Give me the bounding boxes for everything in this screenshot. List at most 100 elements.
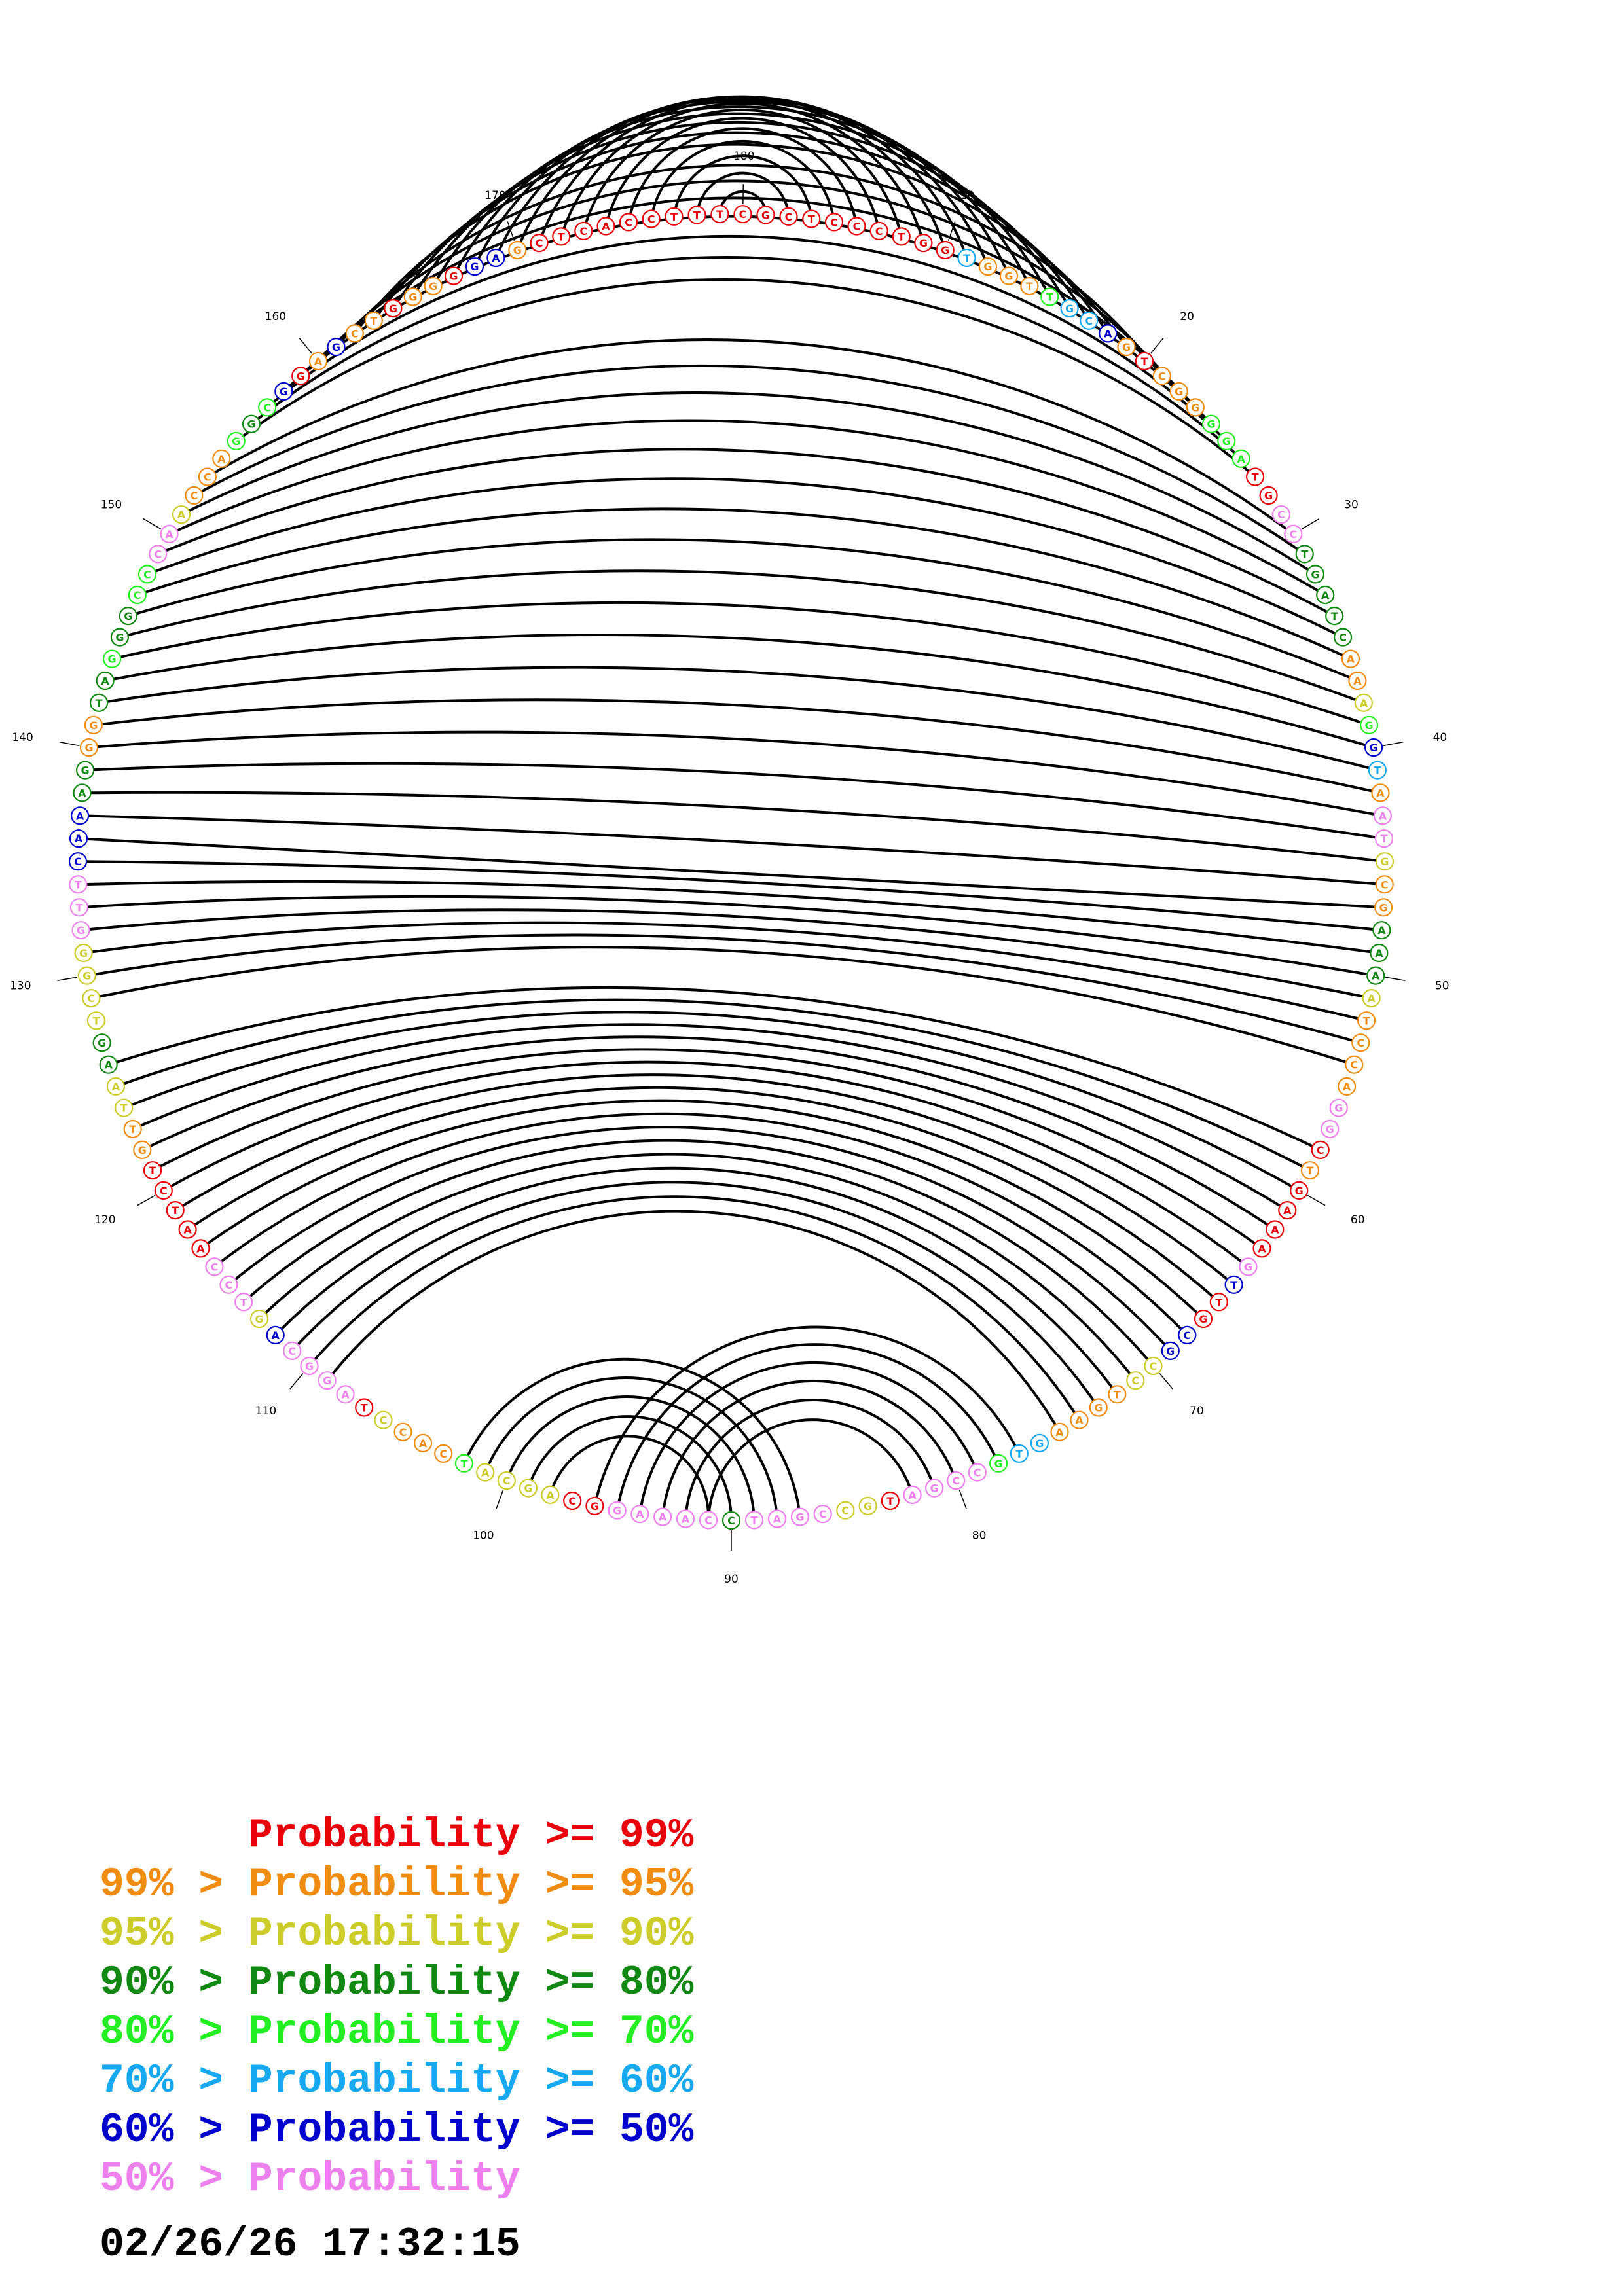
nucleotide-88: A [767, 1509, 787, 1528]
nucleotide-59: T [1300, 1161, 1320, 1180]
svg-text:T: T [1301, 548, 1308, 560]
position-label-160: 160 [265, 310, 286, 323]
nucleotide-117: A [191, 1239, 210, 1258]
svg-text:G: G [1122, 341, 1131, 353]
svg-text:C: C [841, 1505, 849, 1517]
base-pair-arc-8-173 [582, 108, 903, 237]
base-pair-arc-61-123 [132, 1023, 1288, 1211]
svg-text:C: C [785, 211, 793, 223]
nucleotide-119: T [166, 1200, 185, 1220]
svg-text:G: G [332, 341, 340, 353]
base-pair-arc-9-172 [560, 102, 925, 243]
nucleotide-64: G [1239, 1257, 1258, 1276]
svg-text:A: A [341, 1388, 350, 1401]
nucleotide-48: A [1372, 921, 1391, 940]
nucleotide-109: G [318, 1371, 337, 1390]
nucleotide-15: T [1040, 287, 1059, 306]
nucleotide-149: C [149, 545, 168, 564]
svg-text:C: C [225, 1279, 233, 1291]
base-pair-arc-4-177 [672, 154, 813, 219]
base-pair-arc-59-125 [115, 998, 1311, 1172]
nucleotide-148: C [137, 565, 157, 584]
nucleotide-80: C [947, 1471, 966, 1490]
nucleotide-105: C [393, 1422, 412, 1441]
base-pair-arc-30-153 [206, 338, 1294, 535]
svg-text:G: G [994, 1458, 1003, 1470]
position-label-80: 80 [972, 1530, 987, 1543]
svg-text:T: T [1046, 291, 1053, 304]
nucleotide-141: G [84, 715, 103, 734]
nucleotide-132: G [71, 921, 90, 940]
base-pair-arc-73-111 [291, 1181, 1100, 1408]
svg-text:G: G [1207, 418, 1215, 431]
nucleotide-31: T [1295, 545, 1314, 564]
nucleotide-151: A [172, 505, 191, 524]
nucleotide-62: A [1266, 1220, 1285, 1239]
nucleotide-18: A [1099, 324, 1118, 343]
nucleotide-86: C [813, 1505, 832, 1524]
nucleotide-157: C [258, 398, 277, 417]
nucleotide-126: A [99, 1055, 118, 1074]
svg-text:G: G [255, 1313, 263, 1325]
svg-text:C: C [191, 490, 198, 502]
svg-text:T: T [898, 230, 905, 243]
svg-text:G: G [124, 610, 132, 622]
svg-text:G: G [1094, 1402, 1103, 1414]
svg-text:T: T [361, 1402, 368, 1414]
tick-line-170 [507, 221, 515, 242]
base-pair-arc-32-151 [181, 391, 1317, 576]
nucleotide-43: A [1373, 806, 1392, 825]
base-pair-arc-87-102 [463, 1357, 801, 1517]
nucleotide-115: C [219, 1275, 238, 1294]
svg-text:C: C [1158, 370, 1166, 382]
nucleotide-20: T [1135, 351, 1154, 370]
nucleotide-113: G [249, 1309, 269, 1329]
nucleotide-162: C [345, 324, 364, 343]
nucleotide-19: G [1117, 337, 1136, 357]
tick-line-110 [289, 1373, 304, 1390]
svg-text:C: C [211, 1261, 219, 1273]
nucleotide-146: G [119, 606, 137, 626]
base-pair-arc-40-143 [105, 634, 1374, 749]
legend-entry: Probability >= 99% [100, 1812, 694, 1859]
nucleotide-63: A [1252, 1239, 1271, 1258]
position-label-180: 180 [733, 150, 754, 163]
svg-text:C: C [503, 1475, 511, 1487]
base-pair-arc-63-121 [152, 1048, 1263, 1250]
nucleotide-120: C [154, 1181, 173, 1200]
nucleotide-26: A [1231, 449, 1250, 468]
nucleotide-32: G [1305, 565, 1325, 584]
nucleotide-161: G [327, 337, 346, 357]
svg-text:T: T [1331, 610, 1338, 622]
svg-text:C: C [1350, 1059, 1358, 1071]
nucleotide-12: G [978, 257, 998, 276]
svg-text:G: G [1222, 435, 1231, 448]
nucleotide-66: T [1209, 1293, 1228, 1312]
svg-text:G: G [98, 1037, 106, 1049]
nucleotide-160: A [308, 351, 328, 370]
nucleotide-83: T [881, 1491, 900, 1511]
svg-text:A: A [636, 1508, 644, 1520]
nucleotide-46: C [1375, 875, 1394, 894]
svg-text:C: C [87, 992, 95, 1005]
position-label-40: 40 [1433, 731, 1448, 744]
nucleotide-152: C [185, 486, 204, 505]
nucleotide-50: A [1366, 966, 1385, 985]
nucleotide-27: T [1245, 467, 1265, 486]
position-label-20: 20 [1180, 310, 1194, 323]
svg-text:A: A [1347, 653, 1355, 666]
base-pair-arc-68-116 [213, 1112, 1188, 1336]
nucleotide-70: C [1144, 1356, 1163, 1376]
svg-text:G: G [79, 947, 88, 960]
nucleotide-82: A [903, 1485, 922, 1504]
nucleotide-77: T [1010, 1444, 1029, 1463]
nucleotide-128: T [86, 1011, 105, 1030]
svg-text:C: C [1381, 878, 1389, 891]
svg-text:C: C [1131, 1374, 1139, 1387]
svg-text:A: A [1377, 924, 1386, 937]
nucleotide-38: A [1354, 693, 1373, 712]
svg-text:T: T [670, 211, 678, 223]
svg-text:C: C [1317, 1144, 1324, 1157]
base-pair-arc-72-112 [274, 1166, 1119, 1395]
nucleotide-114: T [234, 1293, 253, 1312]
